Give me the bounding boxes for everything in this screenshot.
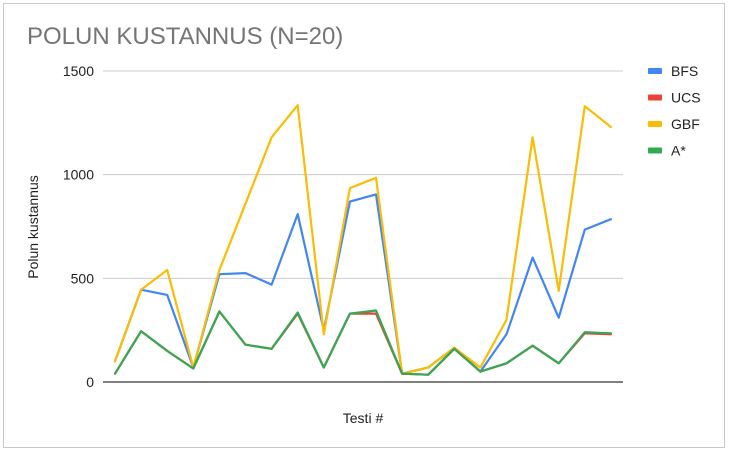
legend-swatch-gbf [648,121,662,127]
legend-label-gbf: GBF [671,116,700,132]
legend-label-ucs: UCS [671,90,701,106]
legend-label-astar: A* [671,143,686,159]
y-tick-label: 500 [71,270,95,286]
y-axis-title: Polun kustannus [25,175,41,279]
legend-swatch-bfs [648,68,662,74]
legend-label-bfs: BFS [671,63,698,79]
series-line-gbf [113,104,613,375]
series-line-bfs [113,193,613,375]
chart-frame [3,3,725,448]
y-axis-ticks: 0 500 1000 1500 [63,63,94,390]
x-axis-title: Testi # [343,410,384,426]
legend-swatch-ucs [648,94,662,101]
chart-title: POLUN KUSTANNUS (N=20) [27,23,343,50]
y-tick-label: 1000 [63,167,94,183]
legend: BFS UCS GBF A* [648,63,701,159]
y-tick-label: 0 [86,374,94,390]
legend-swatch-astar [648,147,662,154]
y-tick-label: 1500 [63,63,94,79]
series-group [113,104,613,376]
gridlines [103,70,623,279]
series-line-astar [113,309,613,376]
